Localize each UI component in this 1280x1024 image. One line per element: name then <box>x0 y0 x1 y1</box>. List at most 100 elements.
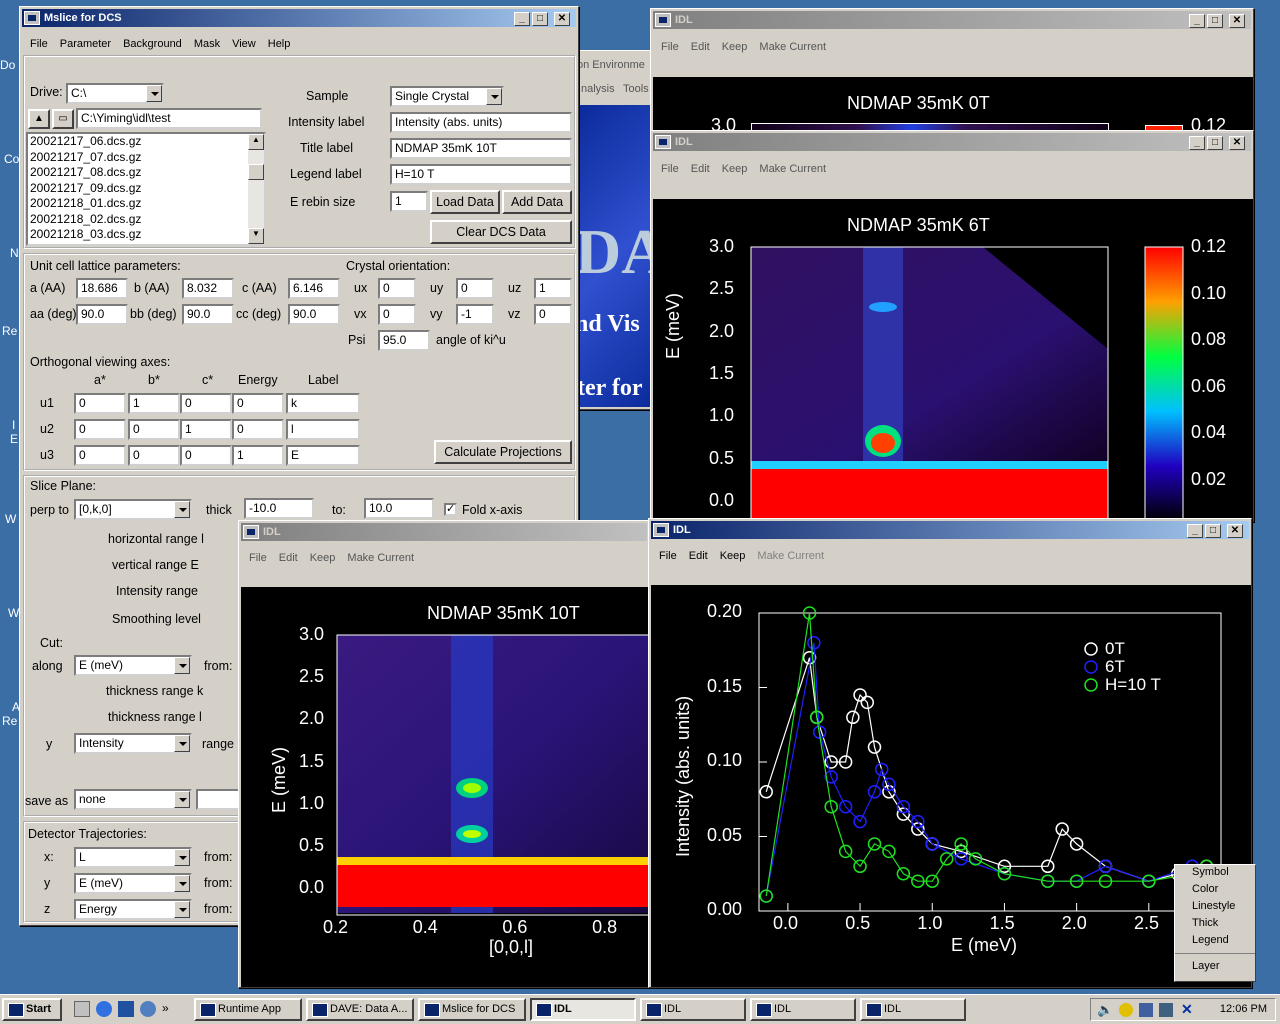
calc-projections-button[interactable]: Calculate Projections <box>434 440 572 464</box>
close-button[interactable]: ✕ <box>1227 524 1243 538</box>
axis-field[interactable]: 1 <box>180 419 232 440</box>
axis-field[interactable]: 0 <box>74 393 126 414</box>
load-data-button[interactable]: Load Data <box>430 190 500 214</box>
ux-field[interactable]: 0 <box>378 278 416 299</box>
to-field[interactable]: 10.0 <box>364 498 434 519</box>
taskbar-idl[interactable]: IDL <box>860 998 966 1021</box>
menu-file[interactable]: File <box>661 163 679 175</box>
axis-field[interactable]: 0 <box>74 419 126 440</box>
detz-select[interactable]: Energy <box>74 899 192 920</box>
drive-select[interactable]: C:\ <box>66 83 164 104</box>
axis-field[interactable]: 0 <box>232 393 284 414</box>
sample-select[interactable]: Single Crystal <box>390 86 504 107</box>
axis-field[interactable]: 1 <box>232 445 284 466</box>
menu-edit[interactable]: Edit <box>690 163 710 175</box>
tray-icon[interactable] <box>1119 1003 1133 1017</box>
minimize-button[interactable]: _ <box>1189 14 1205 28</box>
cc-field[interactable]: 90.0 <box>288 304 340 325</box>
context-menu-item[interactable]: Linestyle <box>1192 900 1236 912</box>
context-menu-item[interactable]: Thick <box>1192 917 1219 929</box>
mslice-titlebar[interactable]: Mslice for DCS <box>22 9 576 27</box>
y-select[interactable]: Intensity <box>74 733 192 754</box>
taskbar-idl[interactable]: IDL <box>640 998 746 1021</box>
minimize-button[interactable]: _ <box>1187 524 1203 538</box>
file-list-item[interactable]: 20021217_06.dcs.gz <box>30 134 142 148</box>
taskbar-idl[interactable]: IDL <box>750 998 856 1021</box>
axis-field[interactable]: k <box>286 393 360 414</box>
menu-keep[interactable]: Keep <box>309 552 336 564</box>
path-field[interactable]: C:\Yiming\idl\test <box>76 108 262 129</box>
menu-keep[interactable]: Keep <box>719 550 746 562</box>
legend-field[interactable]: H=10 T <box>390 164 572 185</box>
maximize-button[interactable]: □ <box>1207 14 1223 28</box>
file-list-item[interactable]: 20021217_07.dcs.gz <box>30 149 142 164</box>
idl-window-10T[interactable]: IDL File Edit Keep Make Current NDMAP 35… <box>238 520 650 988</box>
menu-keep[interactable]: Keep <box>721 41 748 53</box>
idl-titlebar[interactable]: IDL <box>653 11 1251 29</box>
minimize-button[interactable]: _ <box>514 12 530 26</box>
close-button[interactable]: ✕ <box>554 12 570 26</box>
taskbar-runtime-app[interactable]: Runtime App <box>194 998 302 1021</box>
clear-data-button[interactable]: Clear DCS Data <box>430 220 572 244</box>
menu-mask[interactable]: Mask <box>193 38 221 50</box>
close-button[interactable]: ✕ <box>1229 136 1245 150</box>
axis-field[interactable]: 0 <box>232 419 284 440</box>
ie-icon[interactable] <box>96 1001 112 1017</box>
idl-window-6T[interactable]: IDL _ □ ✕ File Edit Keep Make Current <box>650 130 1254 522</box>
menu-file[interactable]: File <box>30 38 48 50</box>
idl-window-cut[interactable]: IDL _ □ ✕ File Edit Keep Make Current In… <box>648 518 1252 988</box>
title-field[interactable]: NDMAP 35mK 10T <box>390 138 572 159</box>
file-list-item[interactable]: 20021218_01.dcs.gz <box>30 196 142 210</box>
volume-icon[interactable]: 🔈 <box>1097 1002 1114 1017</box>
menu-edit[interactable]: Edit <box>688 550 708 562</box>
file-list-item[interactable]: 20021218_02.dcs.gz <box>30 211 142 226</box>
file-list-item[interactable]: 20021218_03.dcs.gz <box>30 227 142 241</box>
menu-make-current[interactable]: Make Current <box>759 163 827 175</box>
close-button[interactable]: ✕ <box>1229 14 1245 28</box>
perp-select[interactable]: [0,k,0] <box>74 499 192 520</box>
menu-help[interactable]: Help <box>267 38 291 50</box>
idl-titlebar[interactable]: IDL <box>241 523 647 541</box>
b-field[interactable]: 8.032 <box>182 278 234 299</box>
uz-field[interactable]: 1 <box>534 278 572 299</box>
menu-file[interactable]: File <box>661 41 679 53</box>
context-menu[interactable]: Symbol Color Linestyle Thick Legend Laye… <box>1174 864 1256 982</box>
fold-checkbox[interactable]: ✓ <box>444 503 457 516</box>
thick-field[interactable]: -10.0 <box>244 498 314 519</box>
a-field[interactable]: 18.686 <box>76 278 128 299</box>
menu-edit[interactable]: Edit <box>690 41 710 53</box>
vy-field[interactable]: -1 <box>456 304 494 325</box>
vz-field[interactable]: 0 <box>534 304 572 325</box>
idl-titlebar[interactable]: IDL <box>653 133 1251 151</box>
uy-field[interactable]: 0 <box>456 278 494 299</box>
axis-field[interactable]: 0 <box>180 393 232 414</box>
maximize-button[interactable]: □ <box>1207 136 1223 150</box>
dave-menu-analysis[interactable]: nalysis <box>581 83 615 95</box>
minimize-button[interactable]: _ <box>1189 136 1205 150</box>
menu-parameter[interactable]: Parameter <box>59 38 112 50</box>
idl-titlebar[interactable]: IDL <box>651 521 1249 539</box>
c-field[interactable]: 6.146 <box>288 278 340 299</box>
menu-file[interactable]: File <box>249 552 267 564</box>
menu-edit[interactable]: Edit <box>278 552 298 564</box>
taskbar-mslice[interactable]: Mslice for DCS <box>418 998 526 1021</box>
axis-field[interactable]: 0 <box>74 445 126 466</box>
context-menu-item[interactable]: Legend <box>1192 934 1229 946</box>
axis-field[interactable]: l <box>286 419 360 440</box>
axis-field[interactable]: 0 <box>180 445 232 466</box>
taskbar-dave[interactable]: DAVE: Data A... <box>306 998 414 1021</box>
erebin-field[interactable]: 1 <box>390 191 428 212</box>
intensity-field[interactable]: Intensity (abs. units) <box>390 112 572 133</box>
psi-field[interactable]: 95.0 <box>378 330 430 351</box>
vx-field[interactable]: 0 <box>378 304 416 325</box>
outlook-icon[interactable] <box>118 1001 134 1017</box>
file-list-scrollbar[interactable]: ▲ ▼ <box>248 134 264 244</box>
desktop-icon[interactable] <box>74 1001 90 1017</box>
media-icon[interactable] <box>140 1001 156 1017</box>
menu-file[interactable]: File <box>659 550 677 562</box>
axis-field[interactable]: 0 <box>128 445 180 466</box>
menu-background[interactable]: Background <box>123 38 182 50</box>
taskbar-idl[interactable]: IDL <box>530 998 636 1021</box>
file-list-item[interactable]: 20021217_09.dcs.gz <box>30 180 142 195</box>
detx-select[interactable]: L <box>74 847 192 868</box>
